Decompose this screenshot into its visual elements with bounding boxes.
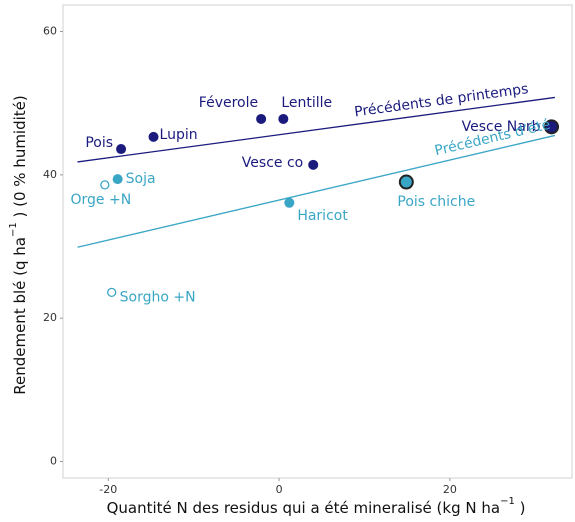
y-tick-label: 60 bbox=[43, 25, 57, 38]
point bbox=[284, 197, 295, 208]
point-label: Lentille bbox=[281, 95, 332, 111]
point-label: Lupin bbox=[160, 127, 198, 143]
x-tick-label: 20 bbox=[443, 483, 457, 496]
point bbox=[308, 159, 319, 170]
plot-frame bbox=[62, 4, 573, 479]
x-label-after: ) bbox=[515, 499, 526, 517]
point-label: Orge +N bbox=[71, 192, 132, 208]
x-tick-label: 0 bbox=[276, 483, 283, 496]
x-label-sup: −1 bbox=[500, 496, 515, 507]
x-label-text: Quantité N des residus qui a été mineral… bbox=[107, 499, 501, 517]
point bbox=[544, 119, 560, 135]
fit-line bbox=[77, 134, 556, 248]
y-tick-label: 0 bbox=[50, 455, 57, 468]
point-label: Pois bbox=[85, 135, 113, 151]
point-label: Vesce co bbox=[242, 155, 303, 171]
y-label-after: ) (0 % humidité) bbox=[11, 95, 29, 222]
point bbox=[107, 287, 117, 298]
point-label: Pois chiche bbox=[397, 194, 475, 210]
point bbox=[112, 174, 123, 185]
point-label: Haricot bbox=[297, 208, 348, 224]
fit-line bbox=[77, 96, 556, 163]
y-label-sup: −1 bbox=[8, 222, 19, 237]
x-tick-label: -20 bbox=[99, 483, 117, 496]
point bbox=[278, 113, 289, 124]
point bbox=[100, 180, 110, 190]
point-label: Soja bbox=[126, 171, 156, 187]
y-tick-label: 20 bbox=[43, 311, 57, 324]
point bbox=[116, 144, 127, 155]
point-label: Sorgho +N bbox=[120, 289, 196, 305]
point bbox=[398, 174, 414, 190]
y-tick-label: 40 bbox=[43, 168, 57, 181]
point-label: Féverole bbox=[199, 95, 258, 111]
y-axis-label: Rendement blé (q ha−1 ) (0 % humidité) bbox=[8, 95, 29, 395]
series-label: Précédents de printemps bbox=[353, 81, 529, 120]
y-label-text: Rendement blé (q ha bbox=[11, 237, 29, 395]
point bbox=[148, 131, 159, 142]
point bbox=[256, 113, 267, 124]
point-label: Vesce Narb bbox=[462, 119, 541, 135]
x-axis-label: Quantité N des residus qui a été mineral… bbox=[107, 496, 526, 517]
